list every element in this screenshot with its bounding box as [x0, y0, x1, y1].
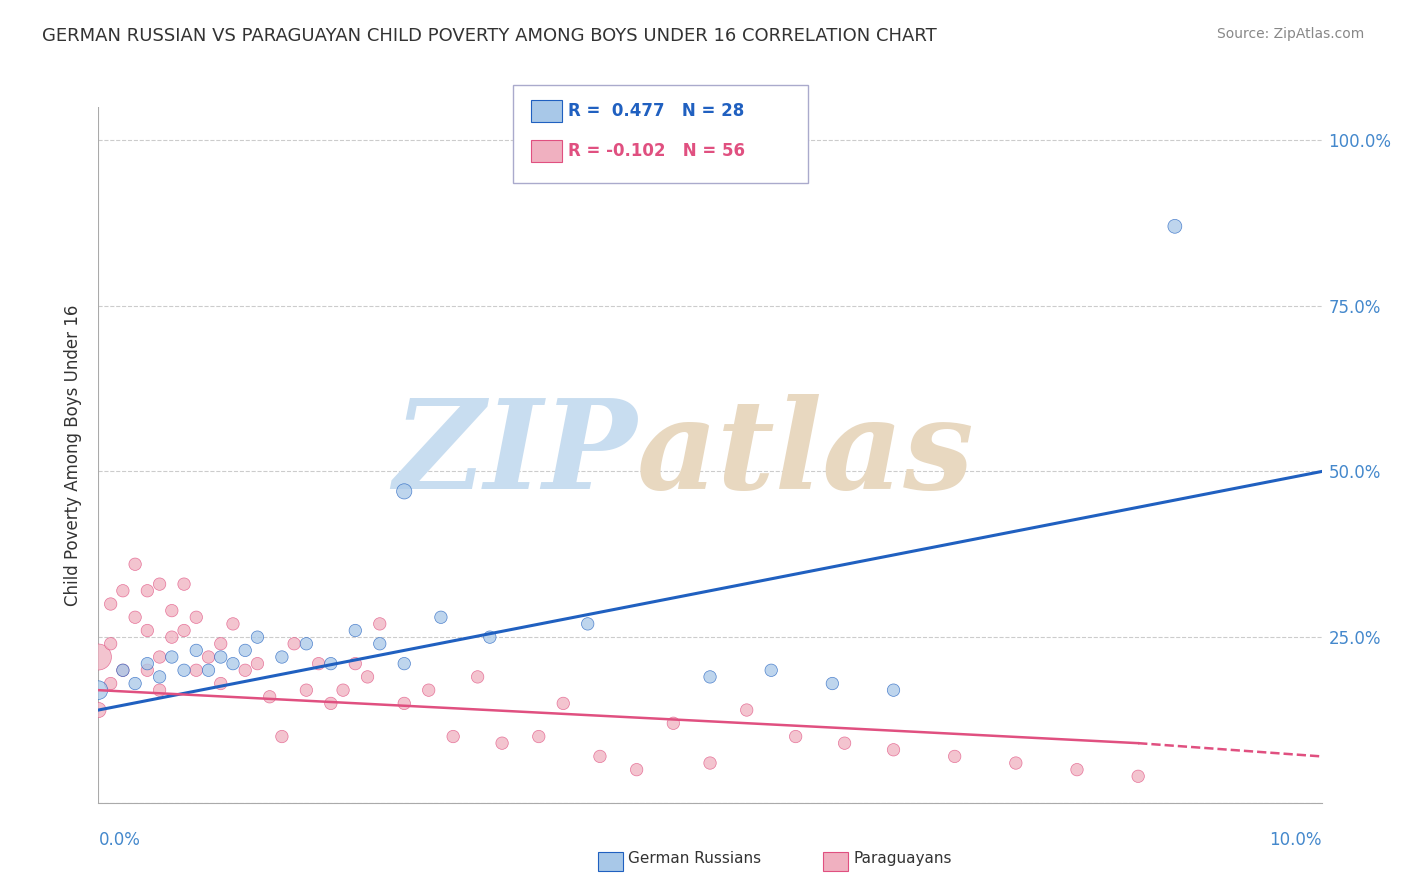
Point [149, 683, 172, 698]
Point [883, 743, 905, 757]
Point [834, 736, 856, 750]
Point [430, 610, 453, 624]
Text: ZIP: ZIP [392, 394, 637, 516]
Text: GERMAN RUSSIAN VS PARAGUAYAN CHILD POVERTY AMONG BOYS UNDER 16 CORRELATION CHART: GERMAN RUSSIAN VS PARAGUAYAN CHILD POVER… [42, 27, 936, 45]
Point [478, 630, 501, 644]
Text: Source: ZipAtlas.com: Source: ZipAtlas.com [1216, 27, 1364, 41]
Point [233, 643, 256, 657]
Point [173, 663, 195, 677]
Point [259, 690, 281, 704]
Point [87, 683, 110, 698]
Point [392, 484, 416, 499]
Point [368, 637, 391, 651]
Point [111, 583, 134, 598]
Point [662, 716, 685, 731]
Point [100, 597, 122, 611]
Point [626, 763, 648, 777]
Point [344, 657, 367, 671]
Point [270, 650, 292, 665]
Point [699, 756, 721, 770]
Point [270, 730, 292, 744]
Point [209, 650, 232, 665]
Point [100, 676, 122, 690]
Text: atlas: atlas [637, 394, 974, 516]
Point [186, 663, 208, 677]
Point [100, 637, 122, 651]
Point [883, 683, 905, 698]
Point [785, 730, 807, 744]
Point [197, 663, 219, 677]
Text: German Russians: German Russians [628, 851, 762, 865]
Text: R =  0.477   N = 28: R = 0.477 N = 28 [568, 102, 744, 120]
Point [124, 558, 146, 572]
Point [124, 610, 146, 624]
Point [160, 604, 183, 618]
Point [467, 670, 489, 684]
Point [149, 650, 172, 665]
Point [344, 624, 367, 638]
Point [821, 676, 844, 690]
Point [160, 650, 183, 665]
Point [209, 637, 232, 651]
Point [149, 670, 172, 684]
Point [319, 657, 342, 671]
Point [246, 630, 269, 644]
Point [295, 637, 318, 651]
Point [441, 730, 464, 744]
Point [246, 657, 269, 671]
Point [197, 650, 219, 665]
Point [418, 683, 440, 698]
Point [233, 663, 256, 677]
Point [589, 749, 612, 764]
Point [111, 663, 134, 677]
Point [332, 683, 354, 698]
Point [111, 663, 134, 677]
Point [356, 670, 378, 684]
Point [527, 730, 550, 744]
Point [136, 624, 159, 638]
Text: Paraguayans: Paraguayans [853, 851, 952, 865]
Point [1066, 763, 1088, 777]
Point [173, 624, 195, 638]
Point [735, 703, 758, 717]
Point [136, 663, 159, 677]
Text: 10.0%: 10.0% [1270, 830, 1322, 848]
Point [319, 697, 342, 711]
Point [173, 577, 195, 591]
Point [87, 703, 110, 717]
Point [222, 657, 245, 671]
Point [1004, 756, 1026, 770]
Point [186, 643, 208, 657]
Point [491, 736, 513, 750]
Point [160, 630, 183, 644]
Point [553, 697, 575, 711]
Point [392, 657, 416, 671]
Y-axis label: Child Poverty Among Boys Under 16: Child Poverty Among Boys Under 16 [63, 304, 82, 606]
Point [1164, 219, 1187, 234]
Point [283, 637, 305, 651]
Point [759, 663, 782, 677]
Point [699, 670, 721, 684]
Text: 0.0%: 0.0% [98, 830, 141, 848]
Point [136, 583, 159, 598]
Point [87, 650, 110, 665]
Point [186, 610, 208, 624]
Point [943, 749, 966, 764]
Text: R = -0.102   N = 56: R = -0.102 N = 56 [568, 142, 745, 160]
Point [392, 697, 416, 711]
Point [576, 616, 599, 631]
Point [295, 683, 318, 698]
Point [308, 657, 330, 671]
Point [368, 616, 391, 631]
Point [209, 676, 232, 690]
Point [149, 577, 172, 591]
Point [1128, 769, 1150, 783]
Point [136, 657, 159, 671]
Point [222, 616, 245, 631]
Point [124, 676, 146, 690]
